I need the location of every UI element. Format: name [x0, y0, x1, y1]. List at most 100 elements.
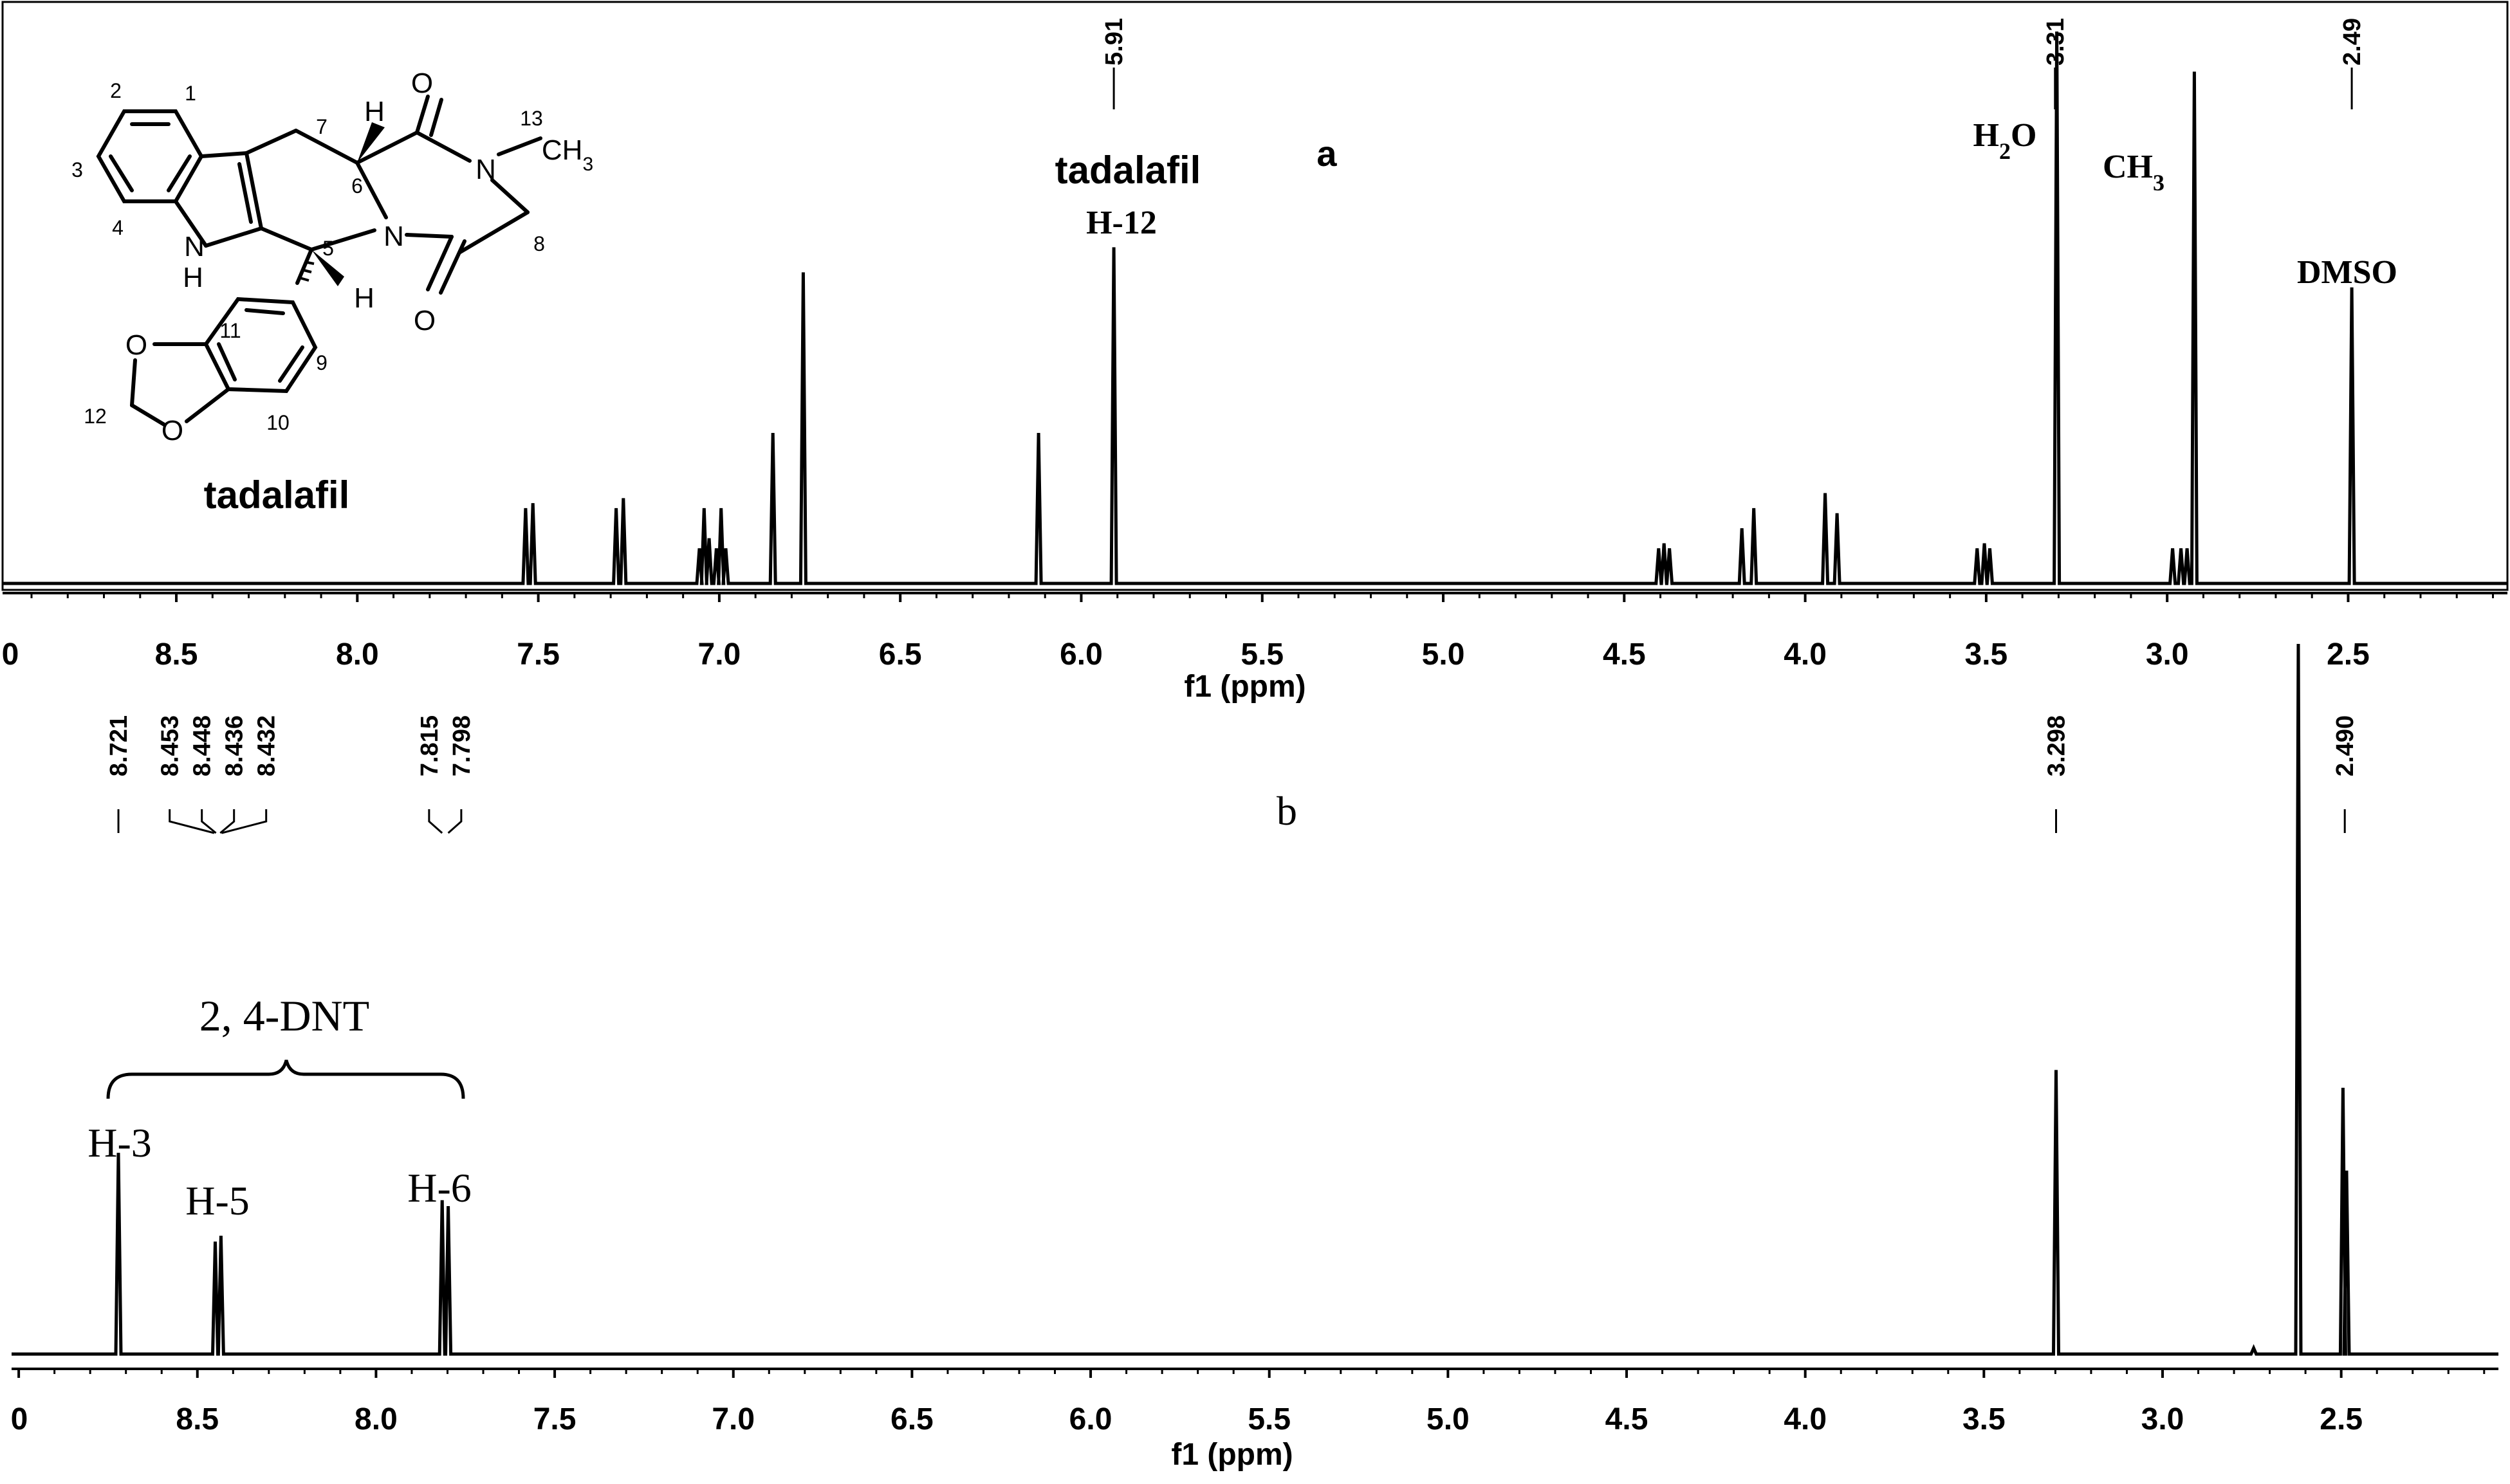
- panel-b-spectrum-line: [12, 643, 2498, 1356]
- panel-a-tick-label: 3.0: [2146, 637, 2189, 672]
- panel-b-peak-pick-label: 7.798: [448, 715, 475, 776]
- h12-peak-label: H-12: [1086, 205, 1157, 241]
- panel-b-tick-label: 3.5: [1962, 1402, 2006, 1436]
- panel-b-peak-pick-leader: [219, 809, 235, 834]
- panel-b-peak-pick-leader: [428, 809, 443, 834]
- panel-b-tick-label: 6.5: [890, 1402, 934, 1436]
- tadalafil-peak-label: tadalafil: [1055, 149, 1201, 192]
- dmso-peak-label: DMSO: [2297, 254, 2397, 291]
- atom-nh-h: H: [183, 262, 203, 293]
- panel-a-tick-label: 4.5: [1603, 637, 1646, 672]
- panel-b-label: b: [1277, 788, 1297, 834]
- h5-peak-label: H-5: [185, 1178, 250, 1223]
- atom-number-12: 12: [84, 405, 107, 428]
- atom-number-7: 7: [316, 115, 328, 138]
- panel-a-tick-label: 2.5: [2327, 637, 2370, 672]
- atom-number-10: 10: [266, 411, 290, 434]
- panel-b-tick-label: 3.0: [2141, 1402, 2184, 1436]
- panel-b-peak-pick-label: 8.453: [157, 715, 184, 776]
- panel-a-x-ticks: 0 8.5 8.0 7.5 7.0 6.5 6.0 5.5 5.0 4.5 4.0 3.5 3.0 2.5: [2, 593, 2494, 672]
- panel-a-tick-label: 0: [2, 637, 19, 672]
- panel-a-peak-pick-label: 3.31: [2042, 18, 2069, 66]
- panel-b-tick-label: 6.0: [1069, 1402, 1112, 1436]
- panel-a-tick-label: 5.0: [1422, 637, 1465, 672]
- hashed-bond: [299, 261, 315, 282]
- panel-a-tick-label: 6.5: [879, 637, 922, 672]
- atom-number-11: 11: [219, 319, 241, 342]
- panel-a-tick-label: 7.5: [517, 637, 560, 672]
- panel-a-tick-label: 8.5: [155, 637, 198, 672]
- panel-b-tick-label: 8.5: [176, 1402, 219, 1436]
- structure-numbering: 1 2 3 4 5 6 7 8 9 10 11 12 13: [71, 79, 545, 434]
- panel-b: 0 8.5 8.0 7.5 7.0 6.5 6.0 5.5 5.0 4.5 4.0 3.5 3.0 2.5…: [11, 643, 2498, 1472]
- panel-b-tick-label: 5.0: [1426, 1402, 1470, 1436]
- atom-number-3: 3: [71, 158, 83, 181]
- atom-number-9: 9: [316, 351, 328, 374]
- panel-b-peak-pick-label: 8.721: [106, 715, 133, 776]
- h2o-peak-label: H2O: [1973, 117, 2037, 164]
- h6-peak-label: H-6: [407, 1165, 472, 1211]
- panel-b-tick-label: 2.5: [2320, 1402, 2363, 1436]
- atom-nh-n: N: [184, 231, 205, 262]
- atom-methyl: CH3: [542, 134, 593, 175]
- panel-b-peak-pick-label: 8.448: [189, 715, 216, 776]
- panel-b-peak-pick-leader: [221, 809, 268, 834]
- panel-b-peak-pick-label: 2.490: [2332, 715, 2359, 776]
- panel-b-x-ticks: 0 8.5 8.0 7.5 7.0 6.5 6.0 5.5 5.0 4.5 4.0 3.5 3.0 2.5: [11, 1369, 2486, 1436]
- h6-wedge: [357, 122, 385, 163]
- atom-number-1: 1: [185, 82, 196, 105]
- panel-b-x-axis-label: f1 (ppm): [1171, 1438, 1293, 1472]
- atom-h-bottom: H: [354, 282, 374, 314]
- panel-a-peak-pick-label: 5.91: [1101, 18, 1128, 66]
- panel-b-peak-pick-label: 3.298: [2044, 715, 2071, 776]
- panel-a-tick-label: 5.5: [1241, 637, 1284, 672]
- panel-a: 0 8.5 8.0 7.5 7.0 6.5 6.0 5.5 5.0 4.5 4.0 3.5 3.0 2.5…: [1, 1, 2509, 704]
- panel-b-peak-pick-leader: [447, 809, 463, 834]
- tadalafil-structure: [96, 95, 542, 426]
- panel-b-peak-pick-leader: [169, 809, 215, 834]
- panel-b-tick-label: 5.5: [1248, 1402, 1291, 1436]
- atom-o-top: O: [411, 68, 433, 99]
- panel-a-tick-label: 4.0: [1784, 637, 1827, 672]
- panel-a-peak-pick-labels: 5.91 3.31 2.49: [1101, 18, 2366, 109]
- panel-a-peak-pick-label: 2.49: [2339, 18, 2366, 66]
- h5-wedge: [311, 250, 344, 286]
- atom-n-amide: N: [475, 154, 496, 185]
- panel-b-tick-label: 4.0: [1784, 1402, 1827, 1436]
- panel-b-tick-label: 7.5: [533, 1402, 577, 1436]
- atom-o-dioxole-top: O: [125, 329, 147, 361]
- panel-b-peak-pick-label: 7.815: [416, 715, 443, 776]
- atom-number-8: 8: [533, 232, 545, 255]
- dnt-group-brace: [106, 1059, 465, 1099]
- structure-atom-labels: O N CH3 H N N H H O O O: [125, 68, 593, 446]
- panel-a-tick-label: 3.5: [1965, 637, 2008, 672]
- panel-b-peak-pick-label: 8.436: [221, 715, 248, 776]
- panel-a-tick-label: 6.0: [1060, 637, 1103, 672]
- ch3-peak-label: CH3: [2103, 149, 2164, 196]
- panel-a-x-axis-label: f1 (ppm): [1184, 670, 1306, 704]
- panel-a-frame: [1, 1, 2509, 591]
- atom-n-ring: N: [383, 221, 404, 252]
- panel-b-tick-label: 4.5: [1605, 1402, 1648, 1436]
- panel-a-label: a: [1316, 133, 1337, 174]
- atom-number-5: 5: [322, 237, 334, 260]
- panel-a-spectrum-line: [3, 31, 2507, 585]
- atom-h-top: H: [364, 96, 385, 127]
- atom-number-6: 6: [351, 174, 363, 197]
- panel-b-tick-label: 7.0: [712, 1402, 755, 1436]
- atom-number-4: 4: [112, 216, 124, 239]
- atom-o-bottom: O: [414, 305, 436, 336]
- h3-peak-label: H-3: [88, 1120, 152, 1166]
- panel-a-tick-label: 7.0: [698, 637, 741, 672]
- atom-number-2: 2: [110, 79, 122, 102]
- structure-name: tadalafil: [204, 473, 350, 517]
- atom-o-dioxole-bottom: O: [161, 415, 183, 446]
- dnt-group-label: 2, 4-DNT: [199, 991, 369, 1040]
- panel-b-peak-pick-labels: 8.721 8.453 8.448 8.436 8.432 7.815 7.798 3.298…: [106, 715, 2359, 834]
- panel-b-peak-pick-leader: [201, 809, 217, 834]
- panel-b-peak-pick-label: 8.432: [254, 715, 281, 776]
- panel-b-tick-label: 8.0: [355, 1402, 398, 1436]
- atom-number-13: 13: [520, 107, 543, 130]
